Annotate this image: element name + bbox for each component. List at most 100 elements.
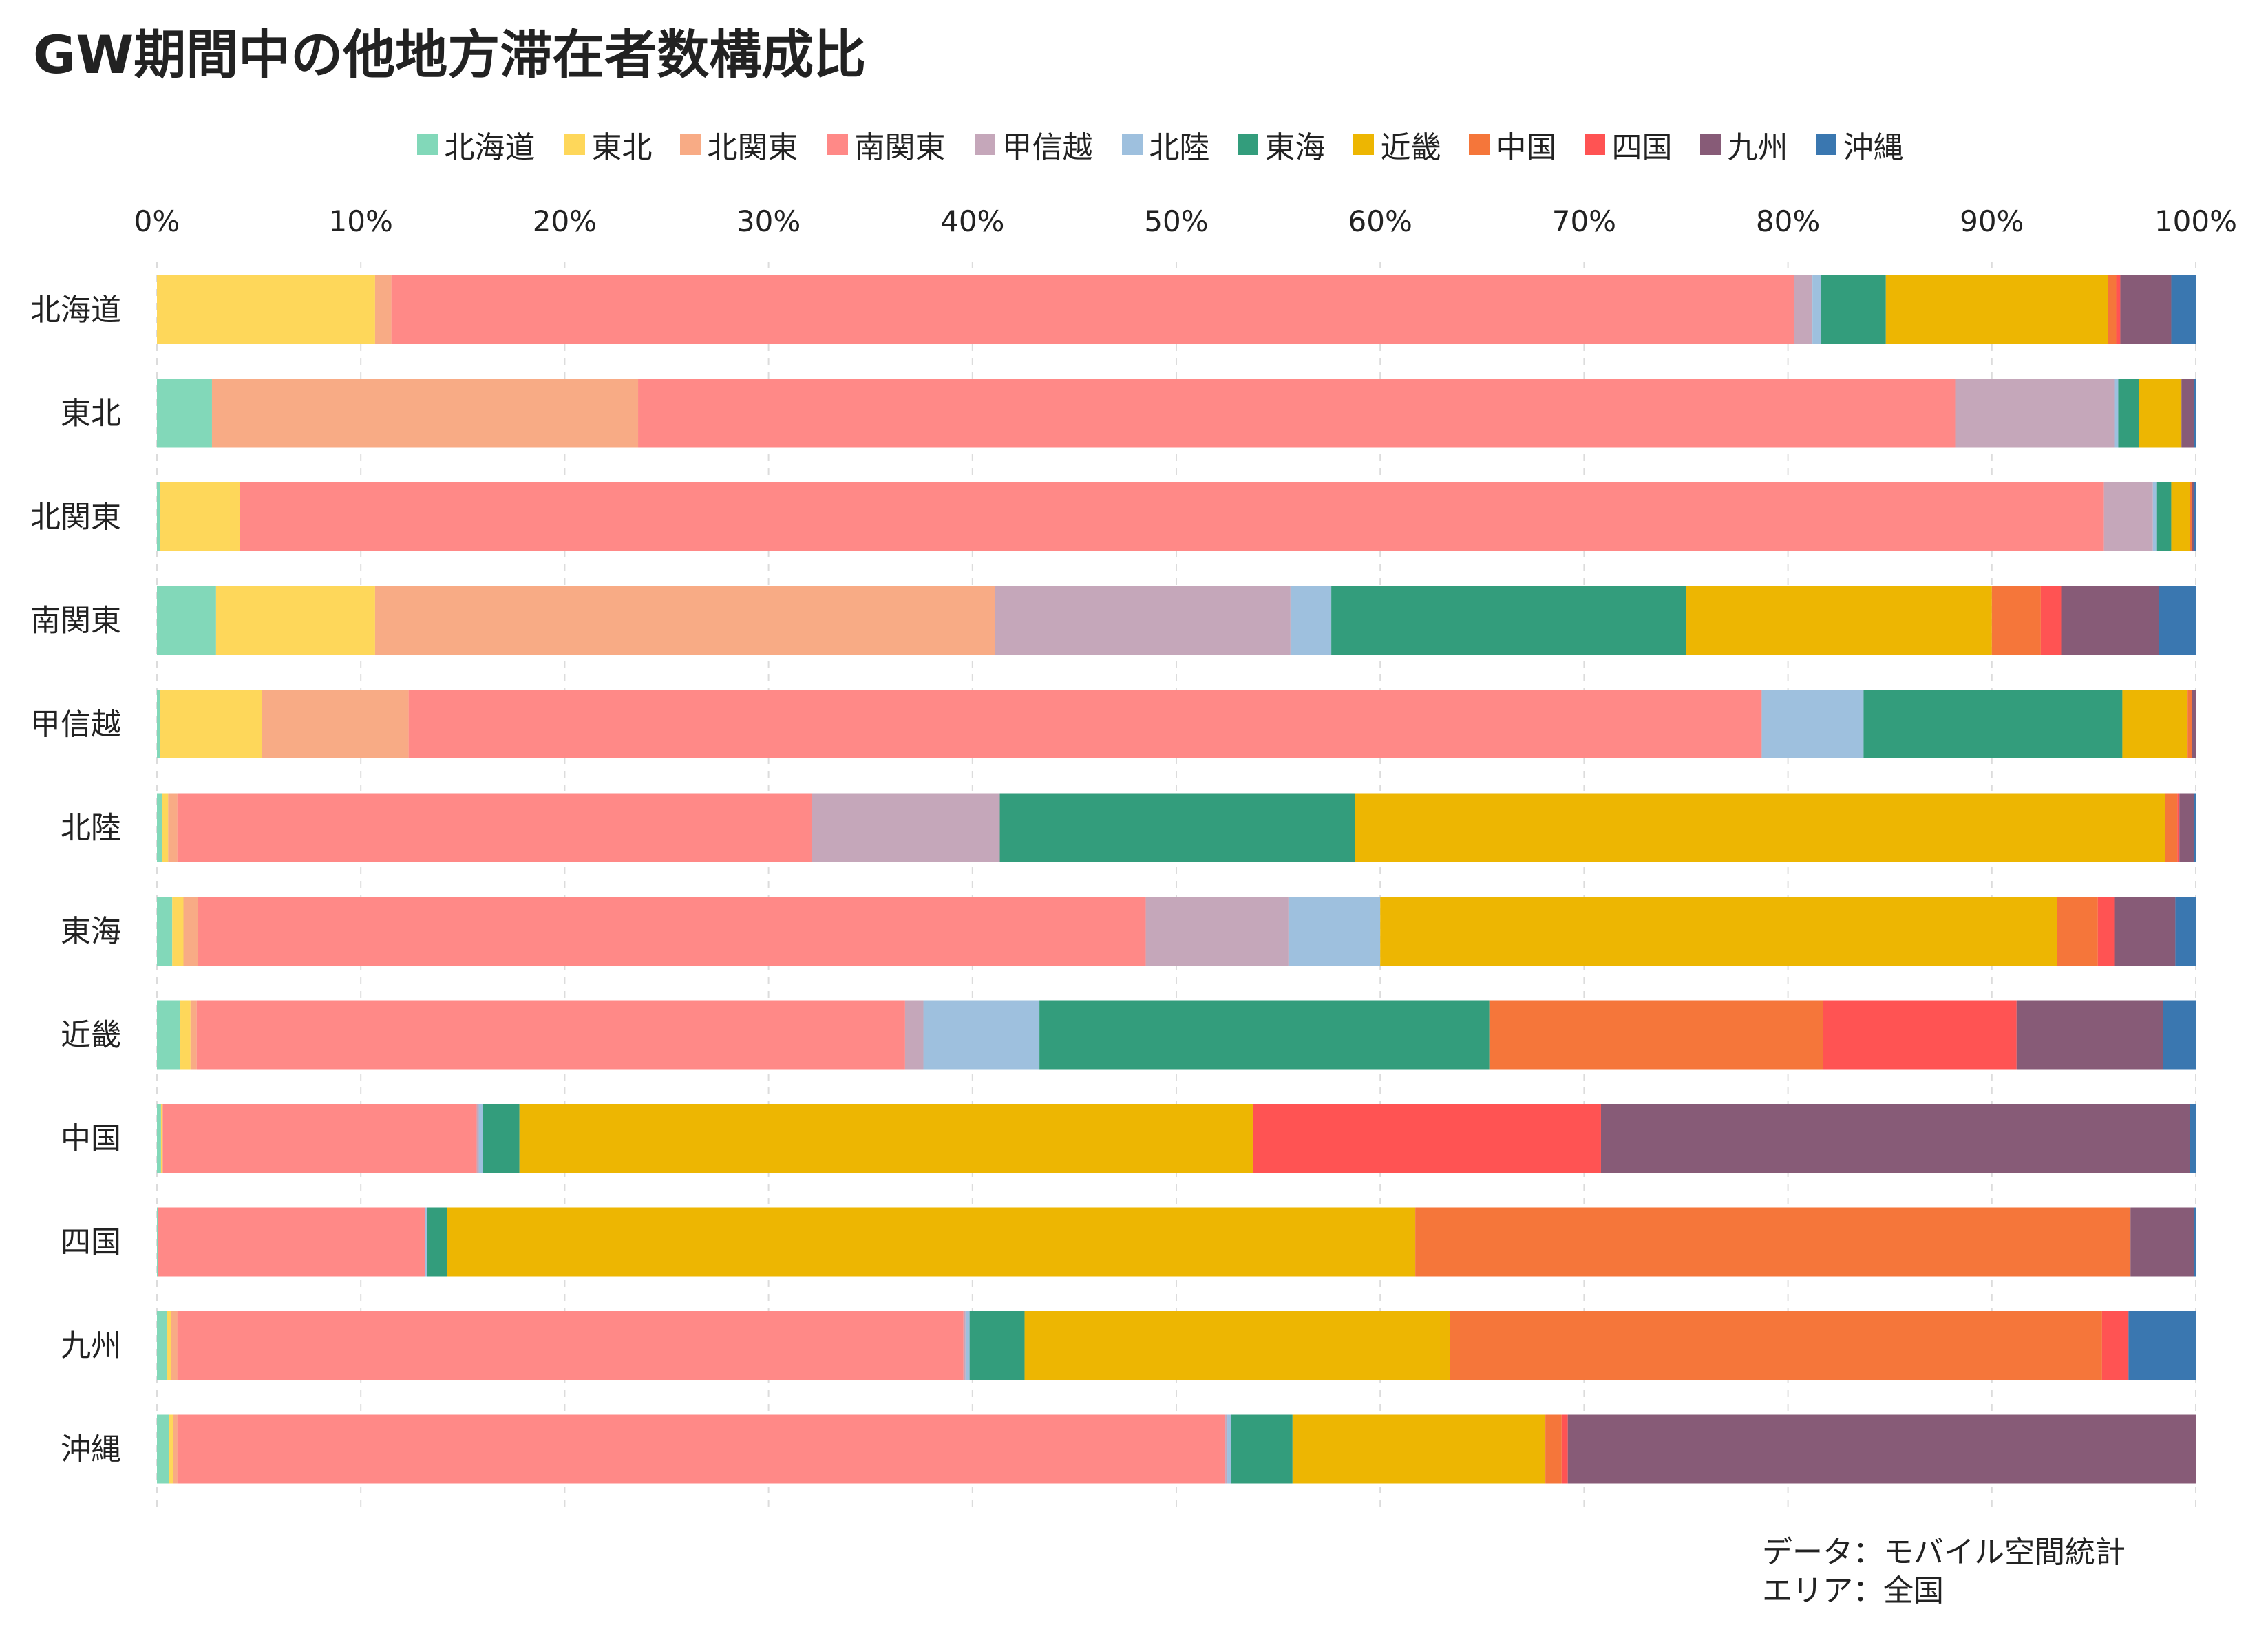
legend-item: 中国 [1468,123,1557,167]
bar-segment [1991,586,2041,655]
bar-segment [965,1311,970,1380]
bar-segment [262,690,409,758]
bar-segment [1290,586,1332,655]
bar-segment [1561,1414,1568,1484]
legend-item: 甲信越 [974,123,1093,167]
bar-segment [1024,1311,1450,1380]
bar-segment [2194,1207,2196,1277]
legend-label: 甲信越 [1001,130,1093,165]
legend-label: 北海道 [444,130,536,165]
bar-segment [2122,690,2188,758]
bar-segment [2152,482,2157,551]
legend-item: 北海道 [416,123,536,167]
bar-segment [2040,586,2062,655]
y-category-label: 北関東 [30,500,121,535]
bar-segment [2128,1311,2196,1380]
bar-segment [638,379,1956,448]
bar-segment [2114,897,2176,966]
bar-segment [1145,897,1289,966]
bar-segment [408,690,1762,758]
legend-label: 四国 [1611,130,1673,165]
legend-item: 北陸 [1121,123,1210,167]
bar-segment [2163,1000,2196,1070]
x-tick-label: 0% [134,204,180,238]
legend-label: 九州 [1727,130,1788,165]
legend-label: 南関東 [854,130,946,165]
bar-segment [1885,275,2108,344]
bar-segment [923,1000,1040,1070]
bar-segment [190,1000,197,1070]
legend-label: 東海 [1264,130,1326,165]
x-tick-label: 90% [1960,204,2024,238]
x-tick-label: 20% [533,204,597,238]
bar-segment [812,793,1000,862]
bar-segment [2171,275,2196,344]
y-category-label: 南関東 [30,604,121,639]
x-tick-label: 60% [1348,204,1412,238]
bar-segment [2175,897,2196,966]
bar-segment [240,482,2104,551]
legend-label: 近畿 [1380,130,1441,165]
x-tick-label: 40% [940,204,1004,238]
bar-segment [483,1104,520,1173]
bar-segment [1489,1000,1823,1070]
bar-segment [2103,482,2153,551]
bar-segment [391,275,1794,344]
bar-segment [2057,897,2098,966]
bar-segment [215,586,375,655]
legend-item: 沖縄 [1815,123,1904,167]
legend-swatch [679,134,701,155]
bar-segment [1823,1000,2017,1070]
bar-segment [2116,275,2121,344]
bar-segment [427,1207,447,1277]
bar-segment [1380,897,2057,966]
legend-swatch [1584,134,1605,155]
legend-swatch [1815,134,1836,155]
bar-segment [157,690,160,758]
bar-segment [1225,1414,1228,1484]
legend-swatch [1237,134,1258,155]
bar-segment [183,897,198,966]
legend-item: 東海 [1237,123,1326,167]
bar-segment [196,1000,905,1070]
legend: 北海道 東北 北関東 南関東 甲信越 北陸 東海 近畿 中国 四国 九州 沖縄 [0,123,2268,171]
bar-segment [1863,690,2123,758]
bar-segment [2097,897,2115,966]
bar-segment [168,793,178,862]
bar-segment [167,1311,171,1380]
bar-segment [963,1311,966,1380]
y-category-label: 九州 [61,1328,121,1363]
source-note: データ：モバイル空間統計 エリア：全国 [1762,1533,2126,1610]
bar-segment [2194,482,2196,551]
bar-segment [169,1414,173,1484]
legend-swatch [564,134,585,155]
bar-segment [198,897,1146,966]
bar-segment [374,586,995,655]
bar-segment [171,1311,178,1380]
bar-segment [180,1000,191,1070]
bar-segment [2139,379,2182,448]
bar-segment [1231,1414,1293,1484]
bar-segment [2101,1311,2129,1380]
legend-label: 沖縄 [1843,130,1904,165]
x-tick-label: 70% [1552,204,1616,238]
legend-label: 東北 [591,130,653,165]
bar-segment [1545,1414,1562,1484]
y-category-label: 東北 [61,396,121,432]
bar-segment [999,793,1355,862]
chart-title: GW期間中の他地方滞在者数構成比 [33,24,867,85]
bar-segment [2159,586,2196,655]
bar-segment [2187,690,2192,758]
y-category-label: 北陸 [61,811,121,846]
y-category-label: 東海 [61,914,121,949]
bar-segment [519,1104,1253,1173]
bar-segment [1450,1311,2102,1380]
bar-segment [995,586,1291,655]
bar-segment [2156,482,2172,551]
bar-segment [211,379,639,448]
bar-segment [2130,1207,2194,1277]
bar-segment [1292,1414,1546,1484]
source-note-area: エリア：全国 [1762,1573,1944,1608]
bar-segment [476,1104,479,1173]
